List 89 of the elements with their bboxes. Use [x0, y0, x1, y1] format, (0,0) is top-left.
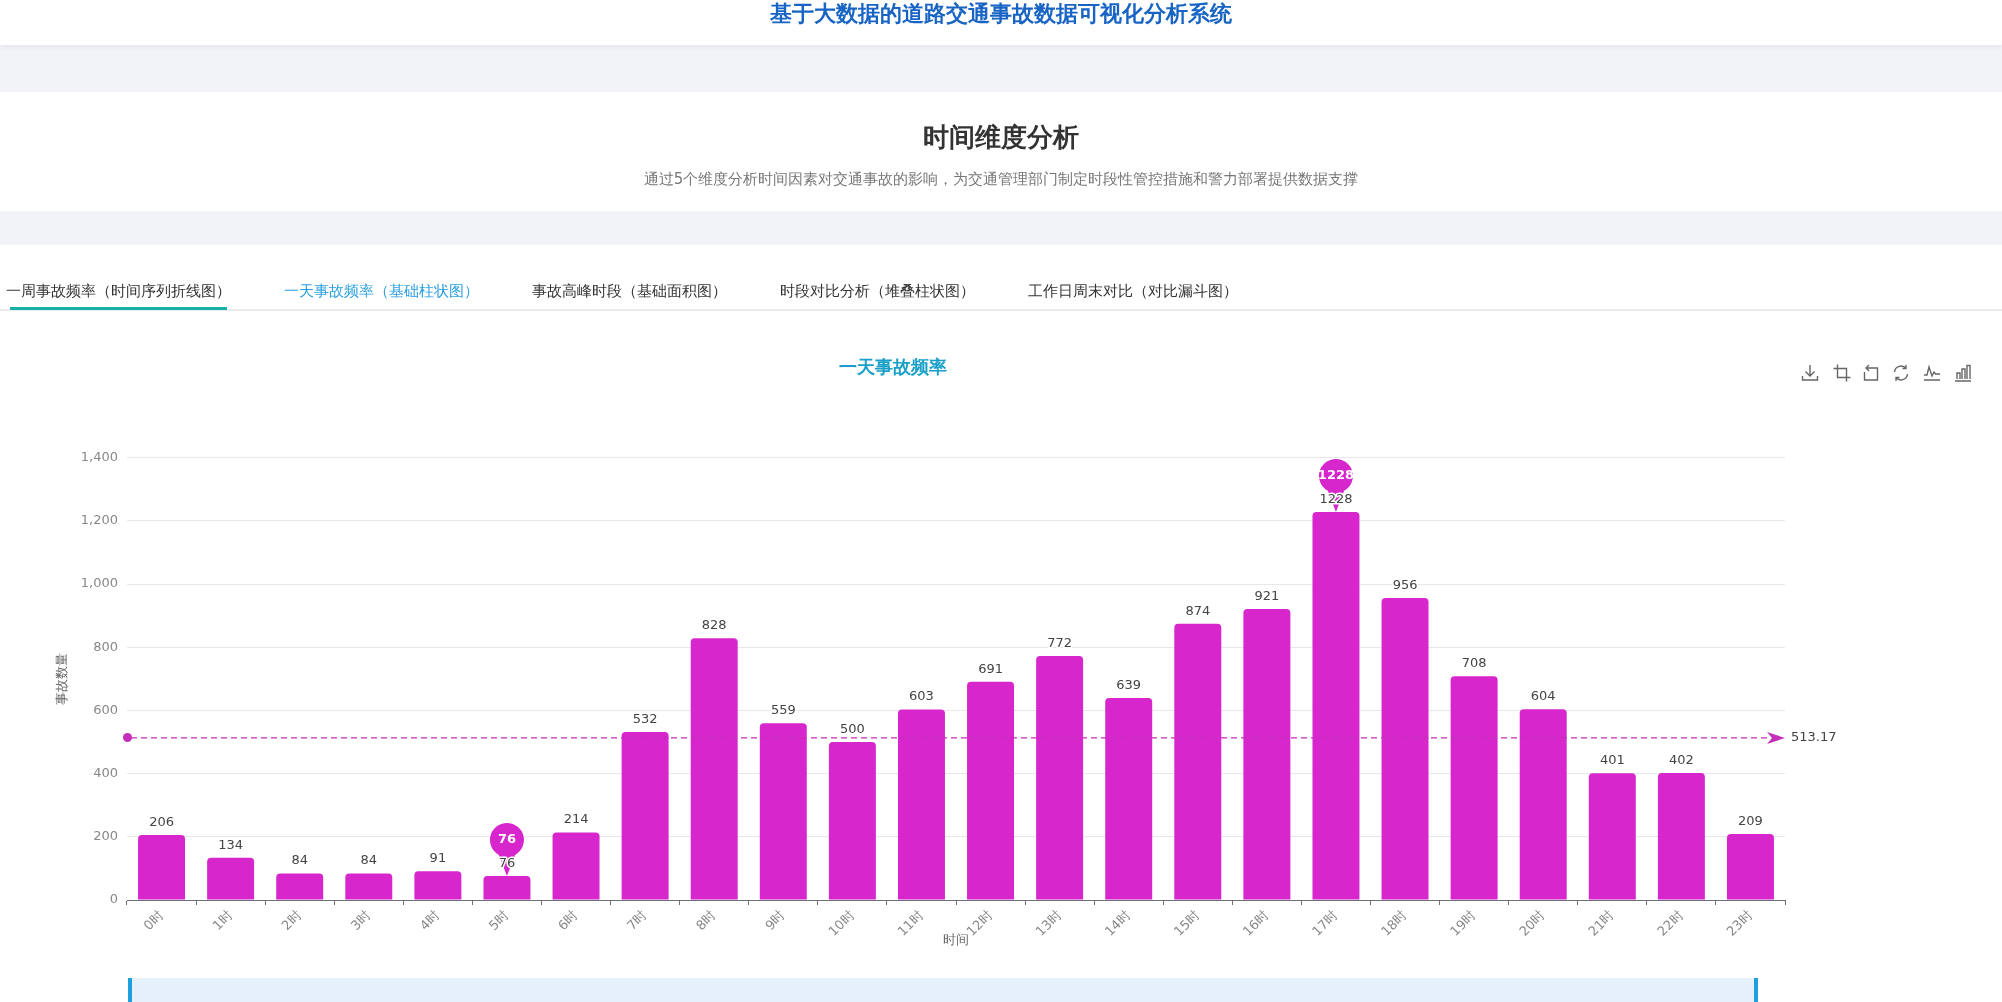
bar [621, 731, 669, 900]
x-tick-label: 21时 [1585, 907, 1617, 939]
bar [967, 681, 1015, 900]
ref-line-label: 513.17 [1791, 729, 1837, 745]
x-tick-label: 7时 [623, 907, 650, 934]
x-tick-label: 13时 [1032, 907, 1065, 939]
bar [759, 723, 807, 900]
data-label: 708 [1461, 655, 1487, 671]
bar [276, 873, 324, 900]
data-label: 402 [1668, 751, 1694, 767]
x-tick-label: 6时 [554, 907, 581, 934]
text: 工作日周末对比（对比漏斗图） [1028, 281, 1238, 302]
bar [1726, 833, 1774, 900]
data-label: 214 [563, 811, 589, 827]
bar [1174, 623, 1222, 900]
bar [1450, 676, 1498, 900]
bar [552, 832, 600, 900]
text: 基于大数据的道路交通事故数据可视化分析系统 [769, 1, 1233, 27]
data-label: 603 [909, 688, 934, 704]
x-tick-label: 19时 [1447, 907, 1479, 939]
bar [1036, 656, 1084, 900]
data-label: 874 [1185, 602, 1211, 618]
x-tick-label: 16时 [1239, 907, 1272, 939]
bar [345, 873, 393, 900]
x-tick-label: 10时 [825, 907, 857, 939]
x-tick-label: 0时 [140, 907, 167, 934]
x-tick-label: 22时 [1654, 907, 1686, 939]
bar [414, 871, 462, 900]
data-label: 604 [1530, 688, 1556, 704]
data-label: 84 [291, 852, 308, 868]
x-tick-label: 1时 [209, 907, 236, 934]
text: 事故高峰时段（基础面积图） [532, 281, 727, 302]
y-tick-label: 1,400 [80, 448, 118, 464]
bar [207, 857, 255, 900]
text: 一天事故频率（基础柱状图） [284, 281, 479, 302]
y-tick-label: 1,200 [80, 512, 118, 528]
text: 一周事故频率（时间序列折线图） [6, 281, 231, 302]
x-tick-label: 14时 [1101, 907, 1134, 939]
y-tick-label: 400 [93, 764, 118, 780]
x-tick-label: 17时 [1308, 907, 1341, 939]
data-label: 639 [1116, 676, 1142, 692]
data-label: 500 [839, 720, 865, 736]
x-tick-label: 2时 [278, 907, 305, 934]
text: 时段对比分析（堆叠柱状图） [780, 281, 975, 302]
x-axis-title: 时间 [943, 931, 969, 947]
data-label: 206 [149, 813, 174, 829]
bar [1588, 773, 1636, 900]
y-tick-label: 200 [93, 828, 118, 844]
bar [1381, 597, 1429, 900]
data-label: 532 [632, 710, 658, 726]
x-tick-label: 20时 [1516, 907, 1548, 939]
x-tick-label: 15时 [1170, 907, 1203, 939]
data-label: 209 [1738, 812, 1763, 828]
annotation: 76 [497, 831, 517, 847]
data-label: 828 [701, 617, 727, 633]
data-label: 559 [770, 702, 796, 718]
data-label: 772 [1047, 634, 1073, 650]
text: 通过5个维度分析时间因素对交通事故的影响，为交通管理部门制定时段性管控措施和警力部署提供数据支撑 [642, 169, 1360, 189]
x-tick-label: 18时 [1378, 907, 1410, 939]
x-tick-label: 23时 [1723, 907, 1755, 939]
bar [1243, 608, 1291, 900]
bar [828, 742, 876, 900]
data-label: 91 [429, 850, 447, 866]
annotation: 1228 [1317, 467, 1355, 483]
x-tick-label: 4时 [416, 907, 443, 934]
x-tick-label: 3时 [347, 907, 374, 934]
x-tick-label: 8时 [693, 907, 719, 934]
y-tick-label: 0 [109, 891, 118, 907]
y-axis-title: 事故数量 [54, 652, 70, 705]
chart-title: 一天事故频率 [838, 356, 947, 378]
data-label: 921 [1254, 587, 1280, 603]
y-tick-label: 800 [93, 638, 118, 654]
bar [1105, 698, 1153, 900]
data-label: 84 [360, 852, 378, 868]
data-label: 134 [218, 836, 244, 852]
bar [138, 834, 186, 900]
data-label: 691 [978, 660, 1003, 676]
bar [690, 638, 738, 900]
text: 时间维度分析 [922, 121, 1080, 153]
data-label: 956 [1392, 576, 1418, 592]
y-tick-label: 600 [93, 701, 118, 717]
x-tick-label: 5时 [485, 907, 512, 934]
x-tick-label: 11时 [894, 907, 926, 939]
y-tick-label: 1,000 [80, 575, 118, 591]
data-label: 401 [1599, 752, 1625, 768]
x-tick-label: 9时 [762, 907, 788, 934]
bar [1519, 709, 1567, 900]
bar [897, 709, 945, 900]
bar [1657, 772, 1705, 900]
